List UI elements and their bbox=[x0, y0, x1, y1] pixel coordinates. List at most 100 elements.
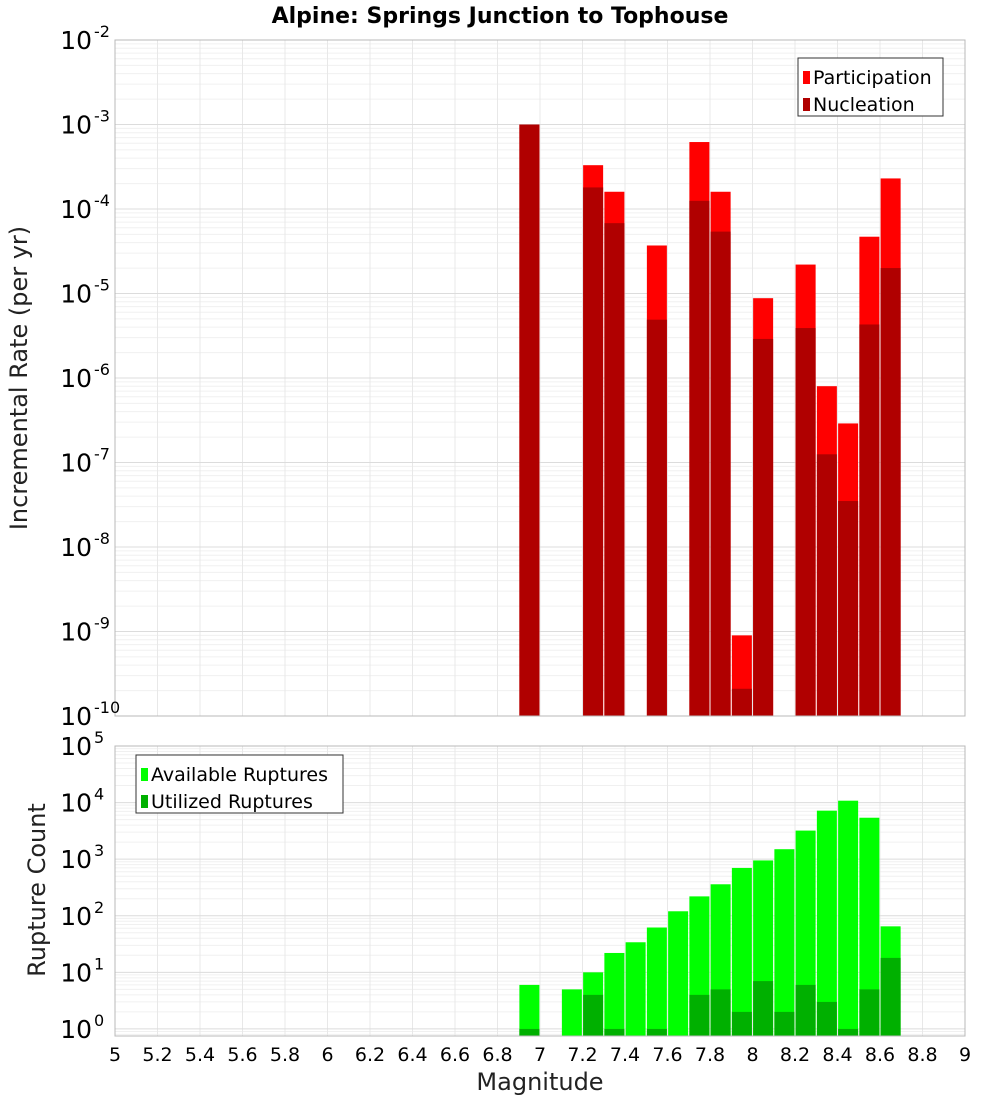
y-tick-exponent: 4 bbox=[94, 785, 104, 804]
x-tick-label: 8.6 bbox=[865, 1044, 895, 1066]
rupture-count-plot: 10 010 110 210 310 410 55 5.2 5.4 5.6 5.8 6 6.2 6.4 6.… bbox=[60, 728, 971, 1066]
y-tick-label: 10 bbox=[60, 902, 92, 931]
plot-frame bbox=[114, 745, 966, 1037]
y-tick-exponent: 1 bbox=[94, 954, 104, 973]
x-tick-label: 7.8 bbox=[695, 1044, 725, 1066]
x-tick-label: 5.8 bbox=[270, 1044, 300, 1066]
y-tick-exponent: -10 bbox=[94, 698, 120, 717]
bar-available-ruptures bbox=[625, 942, 646, 1036]
y-tick-label: 10 bbox=[60, 732, 92, 761]
x-tick-label: 7.6 bbox=[652, 1044, 682, 1066]
bar-utilized-ruptures bbox=[604, 1028, 625, 1036]
y-tick-exponent: -6 bbox=[94, 360, 110, 379]
y-tick-exponent: -8 bbox=[94, 529, 110, 548]
bar-available-ruptures bbox=[646, 927, 667, 1036]
y-tick-exponent: -3 bbox=[94, 107, 110, 126]
y-tick-exponent: -9 bbox=[94, 614, 110, 633]
bar-available-ruptures bbox=[731, 867, 752, 1036]
legend-swatch bbox=[803, 71, 810, 84]
y-tick-label: 10 bbox=[60, 195, 92, 224]
y-tick-label: 10 bbox=[60, 958, 92, 987]
x-tick-label: 8 bbox=[746, 1044, 758, 1066]
bar-available-ruptures bbox=[604, 952, 625, 1036]
bar-utilized-ruptures bbox=[795, 984, 816, 1036]
x-tick-label: 8.8 bbox=[907, 1044, 937, 1066]
bar-nucleation bbox=[859, 324, 880, 716]
bar-utilized-ruptures bbox=[646, 1028, 667, 1036]
bar-utilized-ruptures bbox=[731, 1011, 752, 1036]
bar-utilized-ruptures bbox=[689, 994, 710, 1036]
legend-label: Utilized Ruptures bbox=[151, 791, 313, 813]
x-tick-label: 5.6 bbox=[227, 1044, 257, 1066]
bar-available-ruptures bbox=[838, 800, 859, 1036]
x-tick-label: 5.2 bbox=[142, 1044, 172, 1066]
bar-utilized-ruptures bbox=[838, 1028, 859, 1036]
bar-available-ruptures bbox=[561, 989, 582, 1036]
y-tick-label: 10 bbox=[60, 533, 92, 562]
y-tick-label: 10 bbox=[60, 702, 92, 731]
legend-swatch bbox=[141, 768, 148, 781]
y-tick-exponent: 3 bbox=[94, 841, 104, 860]
y-tick-label: 10 bbox=[60, 449, 92, 478]
bar-nucleation bbox=[880, 268, 901, 716]
bar-nucleation bbox=[731, 688, 752, 716]
x-tick-label: 8.4 bbox=[822, 1044, 852, 1066]
y-tick-label: 10 bbox=[60, 364, 92, 393]
y-tick-label: 10 bbox=[60, 1015, 92, 1044]
y-tick-exponent: 2 bbox=[94, 898, 104, 917]
legend-label: Nucleation bbox=[813, 94, 915, 116]
bar-nucleation bbox=[753, 338, 774, 716]
bar-utilized-ruptures bbox=[753, 981, 774, 1036]
bar-utilized-ruptures bbox=[710, 989, 731, 1036]
x-tick-label: 7.4 bbox=[610, 1044, 640, 1066]
bar-utilized-ruptures bbox=[583, 994, 604, 1036]
x-tick-label: 6.2 bbox=[355, 1044, 385, 1066]
legend-label: Available Ruptures bbox=[151, 764, 328, 786]
bar-nucleation bbox=[816, 454, 837, 716]
legend-box bbox=[135, 754, 344, 814]
plot-frame bbox=[114, 39, 966, 717]
bar-nucleation bbox=[646, 319, 667, 716]
x-tick-label: 6 bbox=[321, 1044, 333, 1066]
bar-utilized-ruptures bbox=[774, 1011, 795, 1036]
bar-utilized-ruptures bbox=[880, 957, 901, 1036]
bar-utilized-ruptures bbox=[859, 989, 880, 1036]
bar-nucleation bbox=[710, 231, 731, 716]
x-tick-label: 6.6 bbox=[440, 1044, 470, 1066]
y-tick-exponent: -2 bbox=[94, 22, 110, 41]
bar-utilized-ruptures bbox=[519, 1028, 540, 1036]
x-tick-label: 5 bbox=[109, 1044, 121, 1066]
x-axis-label: Magnitude bbox=[476, 1068, 603, 1096]
legend-box bbox=[797, 57, 944, 117]
bar-available-ruptures bbox=[668, 911, 689, 1036]
x-tick-label: 7.2 bbox=[567, 1044, 597, 1066]
y-tick-label: 10 bbox=[60, 111, 92, 140]
y-tick-label: 10 bbox=[60, 789, 92, 818]
bar-nucleation bbox=[689, 200, 710, 717]
x-tick-label: 7 bbox=[534, 1044, 546, 1066]
bottom-y-axis-label: Rupture Count bbox=[23, 803, 51, 977]
y-tick-exponent: 5 bbox=[94, 728, 104, 747]
y-tick-label: 10 bbox=[60, 845, 92, 874]
x-tick-label: 5.4 bbox=[185, 1044, 215, 1066]
top-y-axis-label: Incremental Rate (per yr) bbox=[5, 226, 33, 530]
x-tick-label: 9 bbox=[959, 1044, 971, 1066]
y-tick-exponent: -7 bbox=[94, 445, 110, 464]
chart-title: Alpine: Springs Junction to Tophouse bbox=[272, 4, 729, 29]
y-tick-exponent: -5 bbox=[94, 276, 110, 295]
legend-label: Participation bbox=[813, 67, 932, 89]
x-tick-label: 6.8 bbox=[482, 1044, 512, 1066]
y-tick-exponent: -4 bbox=[94, 191, 110, 210]
bar-nucleation bbox=[519, 124, 540, 716]
y-tick-label: 10 bbox=[60, 26, 92, 55]
x-tick-label: 6.4 bbox=[397, 1044, 427, 1066]
bar-available-ruptures bbox=[519, 984, 540, 1036]
bar-available-ruptures bbox=[795, 830, 816, 1036]
legend-swatch bbox=[141, 795, 148, 808]
bar-available-ruptures bbox=[859, 817, 880, 1036]
bar-available-ruptures bbox=[816, 810, 837, 1036]
bar-nucleation bbox=[604, 223, 625, 716]
